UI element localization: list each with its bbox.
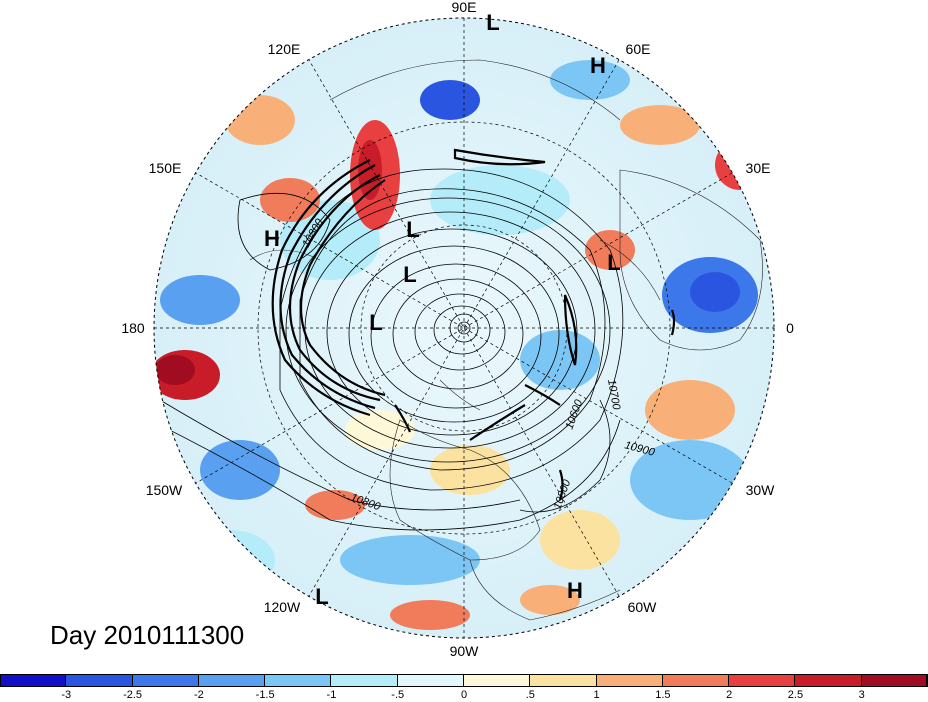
low-marker: L [403,262,416,287]
colorbar-frame [0,674,927,687]
graticule [154,18,774,638]
contour-label: 10700 [605,378,622,411]
colorbar-tick-label: 2.5 [787,689,804,701]
low-marker: L [369,310,382,335]
colorbar-cell [198,674,266,687]
low-marker: L [315,584,328,609]
anomaly-field [154,18,774,638]
low-marker: L [406,217,419,242]
lon-label-60e: 60E [626,41,651,57]
map-boundary [153,17,775,639]
lon-label-120e: 120E [268,41,301,57]
lon-label-0: 0 [786,320,794,336]
colorbar-tick-label: 2 [726,689,733,701]
low-marker: L [486,10,499,35]
polar-map: 90E 60E 30E 0 30W 60W 90W 120W 150W 180 … [121,0,794,659]
jet-contours [271,148,676,501]
lon-label-150w: 150W [146,482,183,498]
colorbar-tick-label: 1.5 [655,689,671,701]
height-contours [154,168,624,531]
lon-label-180: 180 [121,320,145,336]
lon-label-30e: 30E [746,160,771,176]
colorbar-tick-label: -1 [326,689,337,701]
high-marker: H [264,226,280,251]
colorbar-cell [265,674,332,687]
coastlines [249,59,763,621]
colorbar-cell [397,674,464,687]
colorbar-cell [132,674,199,687]
longitude-labels: 90E 60E 30E 0 30W 60W 90W 120W 150W 180 … [121,0,794,659]
colorbar-tick-label: -1.5 [255,689,275,701]
colorbar-cell [0,674,67,687]
colorbar: -3 -2.5 -2 -1.5 -1 -.5 0 .5 1 1.5 2 2.5 3 [0,674,928,702]
colorbar-cell [331,674,398,687]
colorbar-tick-label: -3 [61,689,72,701]
lon-label-150e: 150E [149,160,182,176]
high-marker: H [567,578,583,603]
colorbar-cell [795,674,862,687]
colorbar-cell [861,674,928,687]
colorbar-cell [729,674,796,687]
lon-label-60w: 60W [628,599,658,615]
lon-label-90e: 90E [452,0,477,15]
colorbar-tick-label: -2.5 [123,689,143,701]
pressure-centers: L H H L L L L L H [264,10,621,609]
colorbar-tick-label: 1 [593,689,600,701]
plot-title: Day 2010111300 [50,620,245,650]
colorbar-cell [66,674,133,687]
high-marker: H [590,53,606,78]
colorbar-cell [596,674,663,687]
colorbar-tick-label: -2 [193,689,204,701]
low-marker: L [607,250,620,275]
colorbar-tick-label: .5 [525,689,535,701]
colorbar-tick-label: 0 [460,689,468,701]
lon-label-120w: 120W [264,599,301,615]
lon-label-90w: 90W [450,643,480,659]
colorbar-tick-label: -.5 [391,689,405,701]
lon-label-30w: 30W [746,482,776,498]
colorbar-tick-label: 3 [858,689,865,701]
colorbar-cell [662,674,730,687]
colorbar-cell [464,674,531,687]
colorbar-cell [530,674,597,687]
